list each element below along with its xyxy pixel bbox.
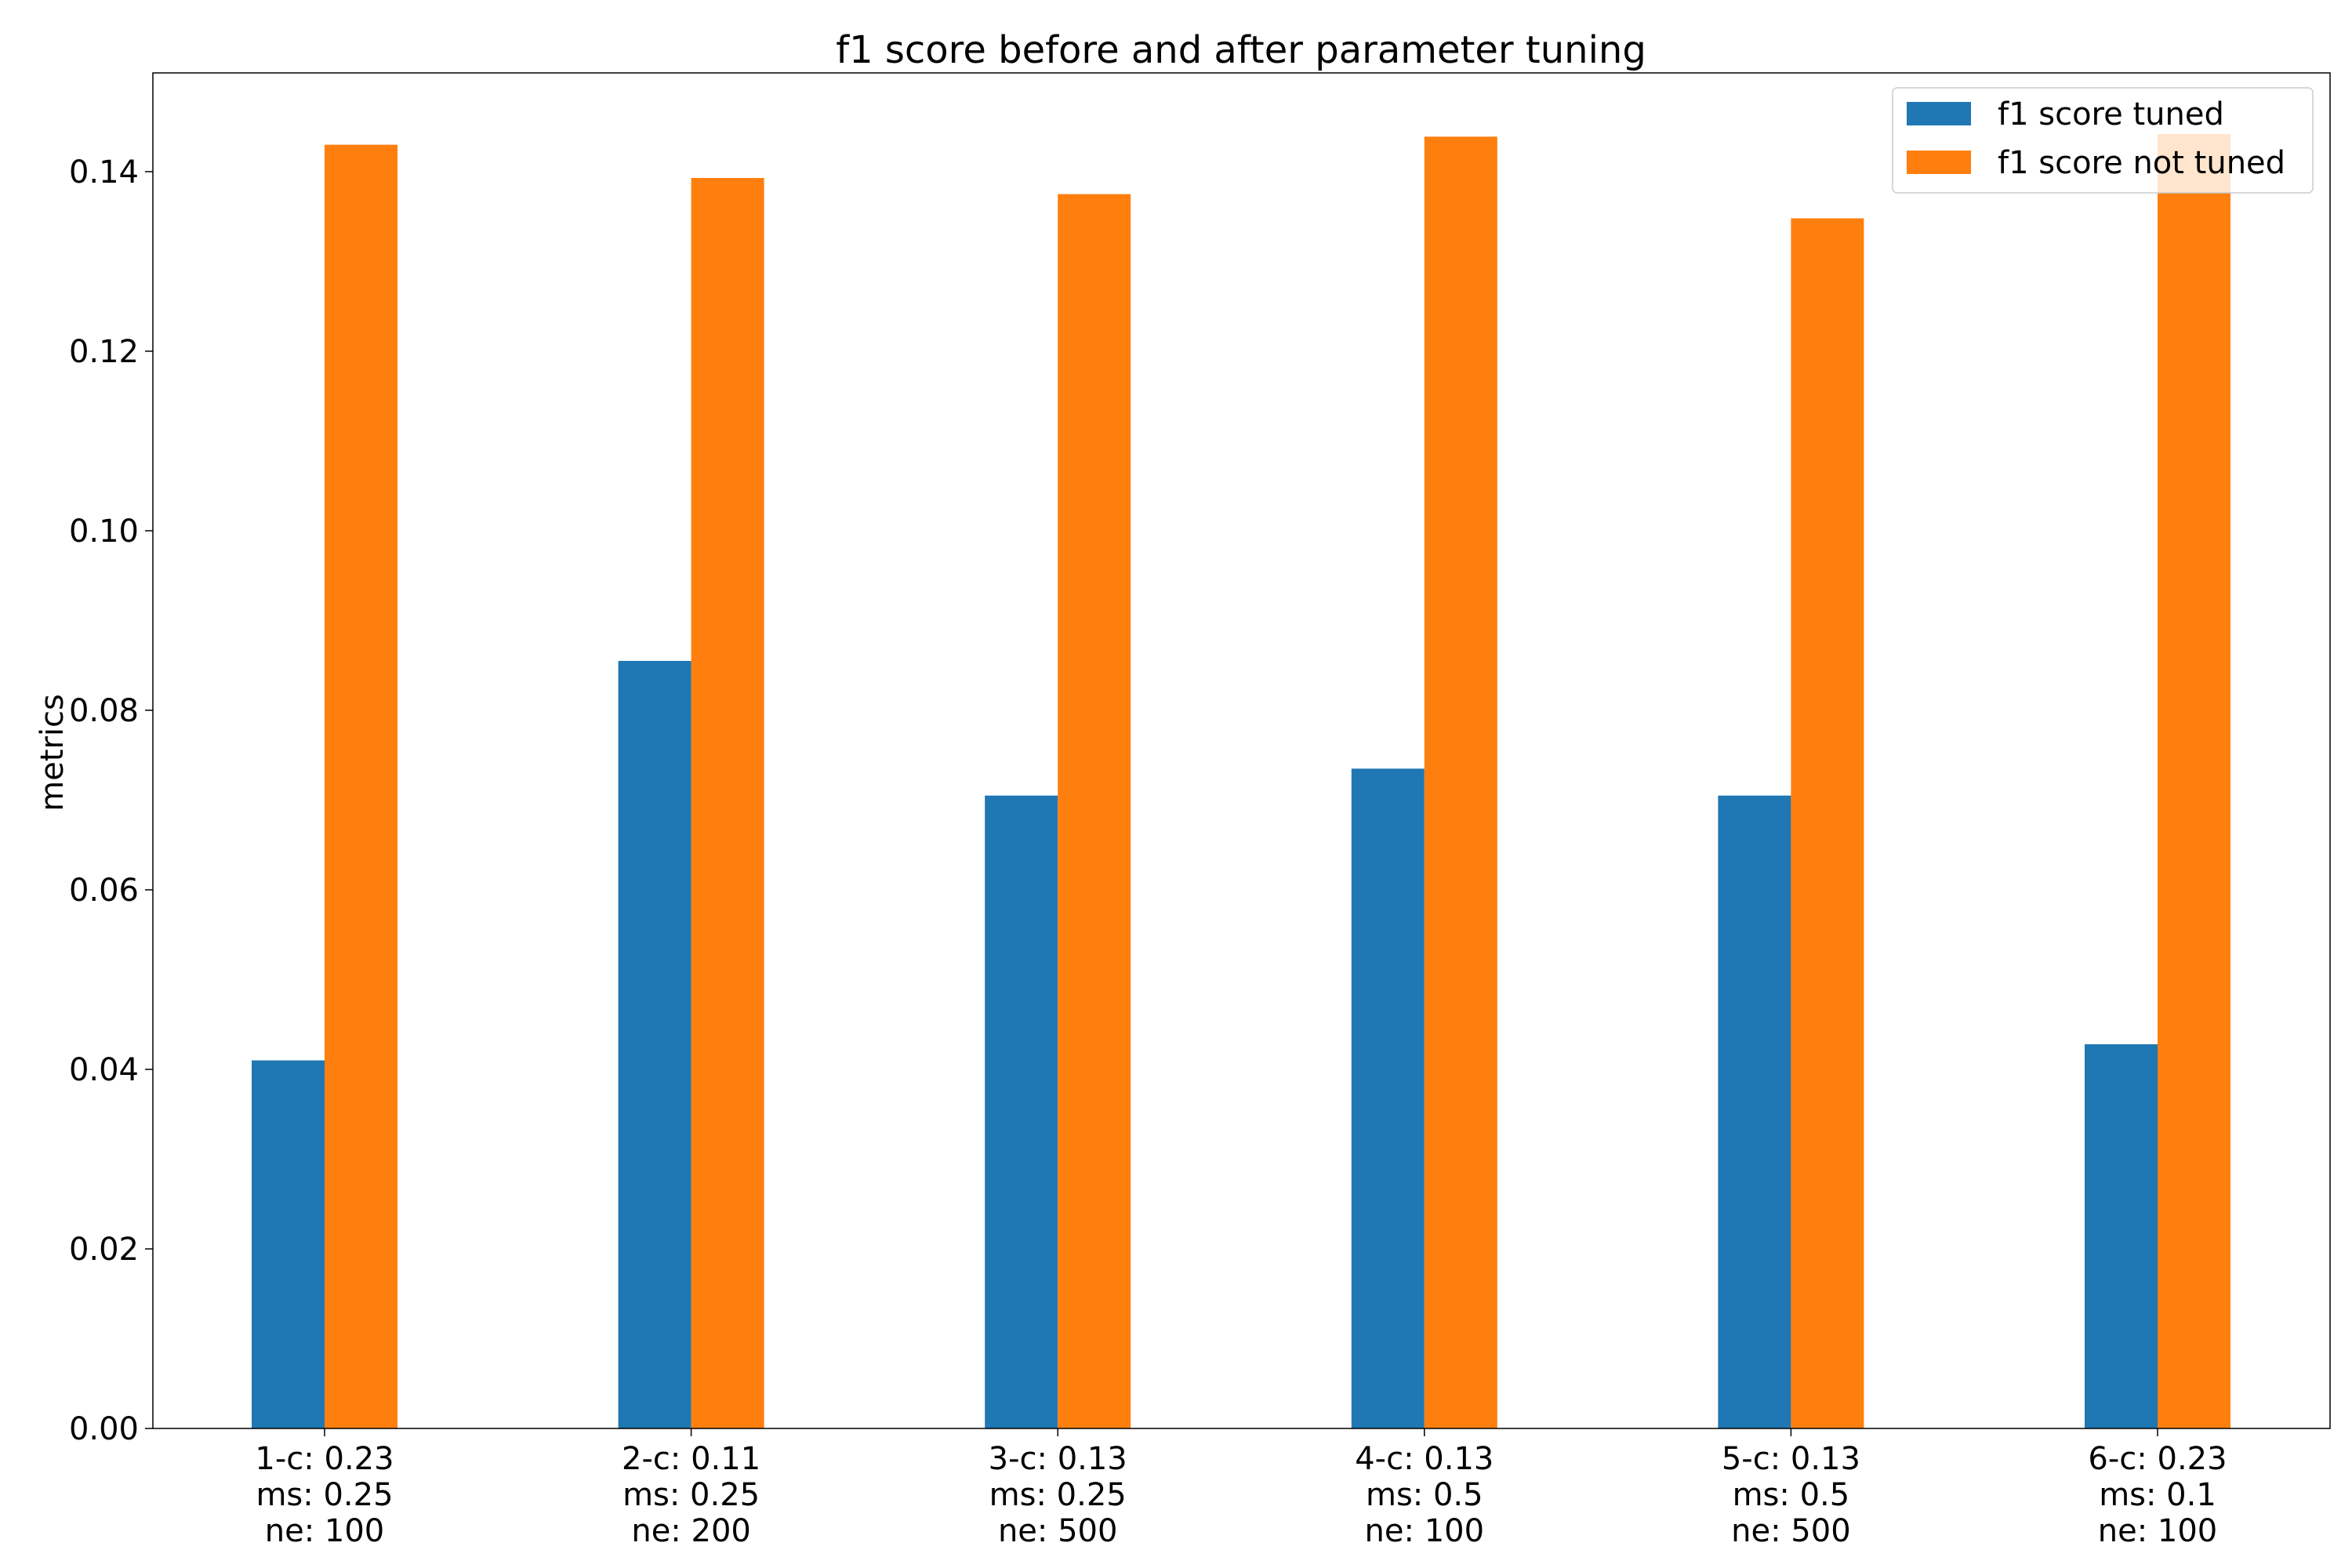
x-tick-label: ms: 0.25 (622, 1477, 760, 1513)
bar-not-tuned-5 (1791, 218, 1864, 1428)
legend-swatch-tuned (1907, 102, 1971, 125)
x-tick-label: ms: 0.1 (2099, 1477, 2216, 1513)
x-tick-label: 1-c: 0.23 (255, 1441, 394, 1477)
bar-tuned-5 (1718, 795, 1791, 1428)
bar-tuned-3 (985, 795, 1058, 1428)
y-tick-label: 0.04 (69, 1052, 139, 1088)
x-tick-label: 5-c: 0.13 (1722, 1441, 1860, 1477)
legend-box (1892, 87, 2314, 194)
bar-not-tuned-3 (1058, 194, 1131, 1428)
y-tick-label: 0.06 (69, 873, 139, 909)
bar-not-tuned-2 (691, 177, 764, 1428)
y-ticks-group: 0.00 0.02 0.04 0.06 0.08 0.10 0.12 0.14 (69, 154, 153, 1447)
legend-swatch-not-tuned (1907, 151, 1971, 174)
x-tick-label: ne: 100 (1365, 1513, 1485, 1549)
bar-tuned-1 (252, 1060, 325, 1428)
bar-tuned-4 (1351, 768, 1425, 1428)
x-tick-label: ne: 100 (265, 1513, 385, 1549)
x-tick-label: ms: 0.25 (989, 1477, 1127, 1513)
x-tick-label: ms: 0.25 (256, 1477, 393, 1513)
bars-group (252, 133, 2230, 1428)
y-axis-label: metrics (34, 694, 71, 811)
x-tick-label: ne: 100 (2098, 1513, 2218, 1549)
legend-label-not-tuned: f1 score not tuned (1998, 145, 2285, 181)
x-tick-label: 6-c: 0.23 (2088, 1441, 2227, 1477)
x-tick-label: ne: 500 (1731, 1513, 1851, 1549)
x-tick-label: 2-c: 0.11 (622, 1441, 760, 1477)
bar-not-tuned-6 (2158, 133, 2230, 1428)
bar-not-tuned-4 (1424, 136, 1497, 1428)
x-tick-label: ms: 0.5 (1366, 1477, 1483, 1513)
x-tick-label: 3-c: 0.13 (989, 1441, 1127, 1477)
legend: f1 score tuned f1 score not tuned (1892, 87, 2314, 194)
y-tick-label: 0.02 (69, 1232, 139, 1268)
y-tick-label: 0.14 (69, 154, 139, 191)
plot-frame (152, 72, 2331, 1429)
chart-title: f1 score before and after parameter tuni… (836, 28, 1646, 72)
x-tick-label: ne: 200 (631, 1513, 751, 1549)
bar-tuned-6 (2085, 1044, 2158, 1428)
legend-label-tuned: f1 score tuned (1998, 96, 2224, 132)
bar-not-tuned-1 (325, 144, 397, 1428)
y-tick-label: 0.00 (69, 1411, 139, 1447)
x-tick-label: ne: 500 (998, 1513, 1118, 1549)
x-tick-label: 4-c: 0.13 (1355, 1441, 1494, 1477)
y-tick-label: 0.12 (69, 334, 139, 370)
y-tick-label: 0.08 (69, 693, 139, 729)
x-tick-label: ms: 0.5 (1733, 1477, 1850, 1513)
y-tick-label: 0.10 (69, 514, 139, 550)
bar-tuned-2 (618, 660, 691, 1428)
